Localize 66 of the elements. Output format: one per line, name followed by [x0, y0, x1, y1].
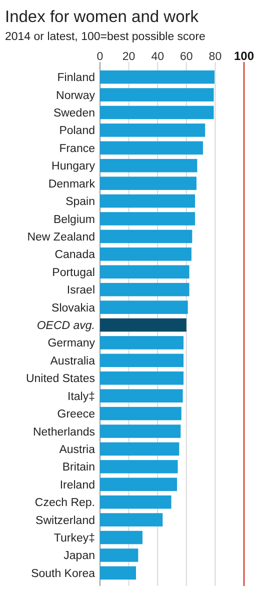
y-tick-label: Switzerland [36, 514, 95, 527]
bar [100, 230, 192, 244]
bar [100, 406, 182, 420]
y-tick-label: Turkey‡ [54, 532, 95, 545]
y-tick-label: Netherlands [32, 426, 96, 438]
bar [100, 548, 138, 562]
y-tick-label: OECD avg. [36, 320, 95, 332]
chart-title: Index for women and work [5, 8, 200, 26]
x-tick-label: 0 [96, 51, 104, 63]
y-tick-label: Canada [54, 249, 96, 262]
bar [100, 460, 178, 474]
y-tick-label: Australia [50, 355, 96, 368]
bar [100, 442, 180, 456]
x-tick-label: 40 [151, 51, 164, 63]
bar [100, 176, 196, 190]
bar [100, 141, 203, 155]
ref-line-label: 100 [234, 49, 254, 63]
bar [100, 158, 198, 172]
bar [100, 300, 188, 314]
y-tick-label: Poland [59, 125, 95, 138]
y-tick-label: New Zealand [27, 231, 95, 244]
y-tick-label: France [59, 142, 95, 155]
y-tick-label: Sweden [53, 108, 95, 120]
y-tick-label: Israel [66, 284, 95, 297]
bar [100, 530, 142, 544]
y-tick-label: Belgium [53, 214, 95, 226]
bar [100, 478, 178, 492]
bar [100, 566, 136, 580]
bar [100, 106, 214, 120]
y-tick-label: Hungary [52, 160, 96, 173]
bar [100, 248, 192, 261]
bar [100, 88, 214, 102]
bar [100, 194, 196, 208]
bar [100, 124, 206, 137]
y-tick-label: Ireland [60, 479, 95, 492]
chart-subtitle: 2014 or latest, 100=best possible score [5, 31, 206, 43]
x-tick-label: 60 [180, 51, 193, 63]
y-tick-label: Finland [57, 72, 95, 84]
y-tick-label: Slovakia [52, 302, 96, 314]
bar [100, 371, 184, 385]
x-tick-label: 20 [122, 51, 136, 63]
y-tick-label: Portugal [52, 266, 95, 279]
y-tick-label: Spain [66, 196, 95, 208]
x-tick-label: 80 [208, 51, 222, 63]
bar [100, 354, 184, 368]
y-tick-label: Germany [48, 338, 96, 350]
y-tick-label: Britain [62, 462, 95, 474]
bar [100, 424, 181, 438]
y-tick-label: South Korea [31, 568, 96, 580]
bar [100, 495, 172, 509]
y-tick-label: Norway [56, 90, 96, 102]
y-tick-label: Japan [64, 550, 95, 562]
bar [100, 70, 214, 84]
bar [100, 282, 190, 296]
y-tick-label: Greece [57, 408, 95, 421]
y-tick-label: Denmark [48, 178, 96, 190]
y-tick-label: United States [26, 373, 96, 386]
bar [100, 318, 186, 332]
bar [100, 212, 196, 226]
bar [100, 513, 163, 526]
y-tick-label: Czech Rep. [34, 497, 95, 510]
bar [100, 336, 184, 350]
y-tick-label: Italy‡ [68, 390, 95, 403]
bar [100, 265, 190, 279]
y-tick-label: Austria [59, 444, 96, 456]
bar [100, 389, 183, 402]
